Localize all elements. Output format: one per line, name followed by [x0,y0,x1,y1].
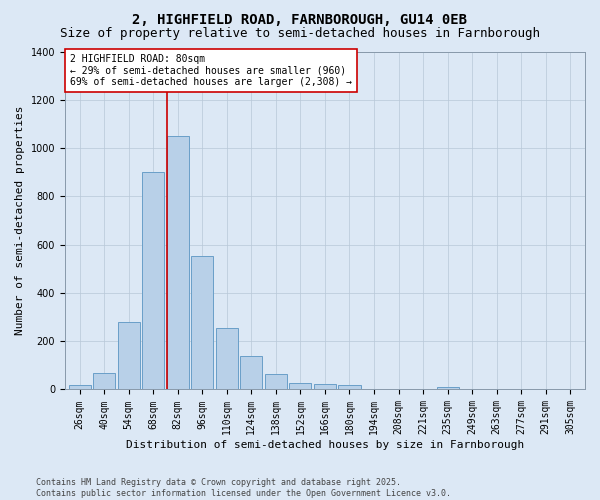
Bar [142,172,164,390]
Text: Contains HM Land Registry data © Crown copyright and database right 2025.
Contai: Contains HM Land Registry data © Crown c… [36,478,451,498]
Bar [191,256,214,390]
Text: Size of property relative to semi-detached houses in Farnborough: Size of property relative to semi-detach… [60,28,540,40]
Bar [216,328,238,390]
Text: 2 HIGHFIELD ROAD: 80sqm
← 29% of semi-detached houses are smaller (960)
69% of s: 2 HIGHFIELD ROAD: 80sqm ← 29% of semi-de… [70,54,352,87]
Bar [118,322,140,390]
Bar [265,374,287,390]
X-axis label: Distribution of semi-detached houses by size in Farnborough: Distribution of semi-detached houses by … [126,440,524,450]
Text: 2, HIGHFIELD ROAD, FARNBOROUGH, GU14 0EB: 2, HIGHFIELD ROAD, FARNBOROUGH, GU14 0EB [133,12,467,26]
Bar [314,384,336,390]
Bar [241,356,262,390]
Bar [437,386,458,390]
Y-axis label: Number of semi-detached properties: Number of semi-detached properties [15,106,25,335]
Bar [338,385,361,390]
Bar [68,385,91,390]
Bar [289,382,311,390]
Bar [93,373,115,390]
Bar [167,136,189,390]
